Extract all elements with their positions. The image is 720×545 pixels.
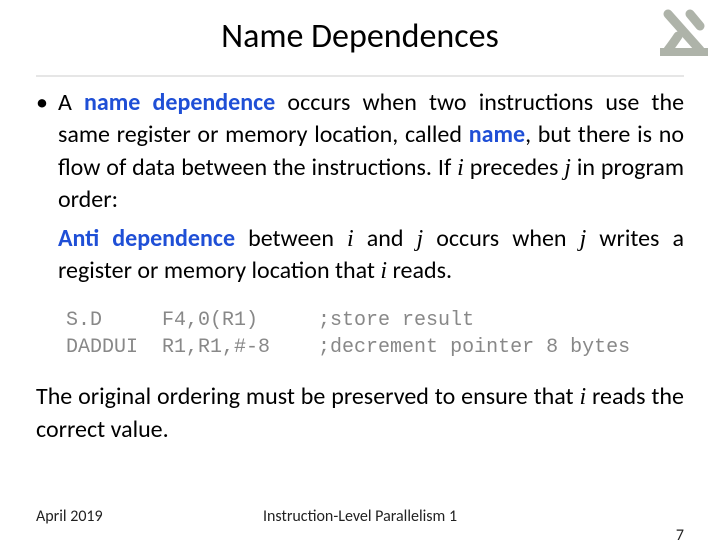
slide-footer: April 2019 Instruction-Level Parallelism… xyxy=(0,507,720,526)
code-example: S.D F4,0(R1) ;store result DADDUI R1,R1,… xyxy=(66,307,684,361)
para-2: Anti dependence between i and j occurs w… xyxy=(58,223,684,288)
bullet-1: • A name dependence occurs when two inst… xyxy=(36,87,684,287)
footer-date: April 2019 xyxy=(36,507,103,526)
para-3: The original ordering must be preserved … xyxy=(36,381,684,446)
slide-title: Name Dependences xyxy=(0,0,720,61)
separator xyxy=(36,75,684,77)
institution-logo xyxy=(660,8,708,56)
slide-body: • A name dependence occurs when two inst… xyxy=(0,61,720,446)
bullet-marker: • xyxy=(36,87,48,287)
para-1: A name dependence occurs when two instru… xyxy=(58,87,684,217)
footer-page: 7 xyxy=(676,526,684,545)
footer-title: Instruction-Level Parallelism 1 xyxy=(0,507,720,526)
